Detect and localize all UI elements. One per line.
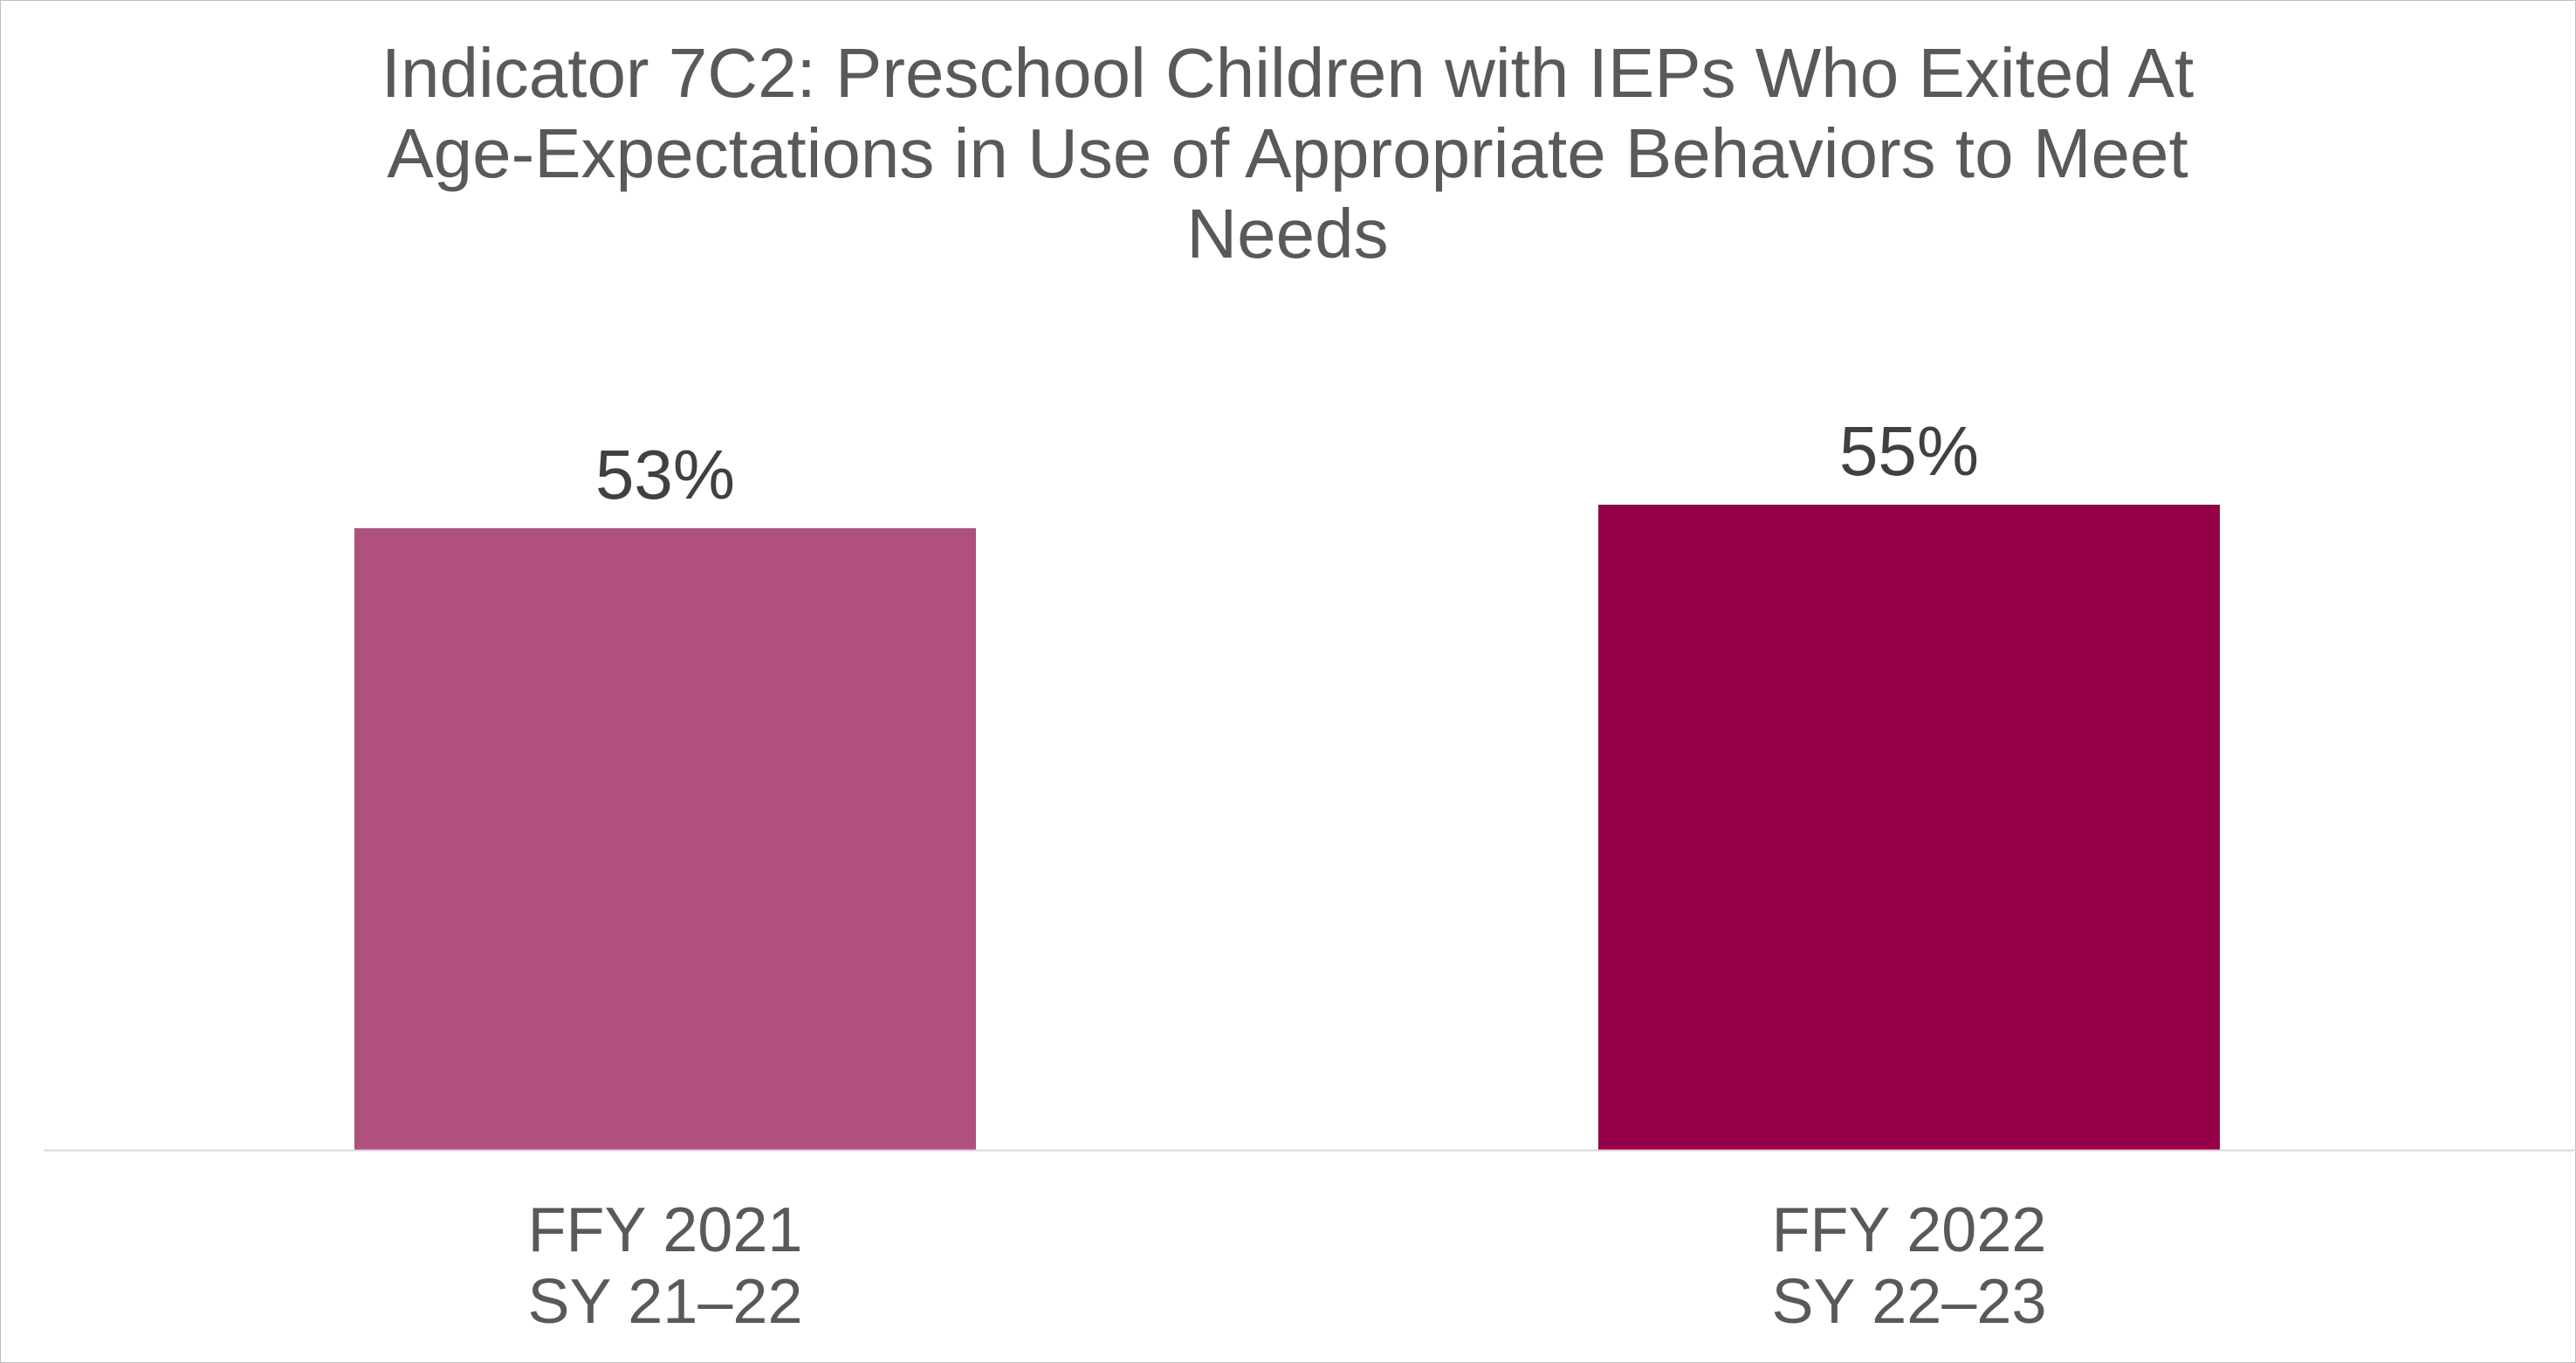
category-label-2-line-1: FFY 2022 (1772, 1195, 2047, 1265)
category-label-1-line-2: SY 21–22 (528, 1267, 803, 1337)
data-label-1: 53% (595, 436, 735, 513)
category-label-1-line-1: FFY 2021 (528, 1195, 803, 1265)
bar-2 (1598, 505, 2220, 1150)
data-label-2: 55% (1839, 412, 1979, 490)
chart-title-line-2: Age-Expectations in Use of Appropriate B… (387, 114, 2188, 192)
bar-1 (354, 527, 976, 1150)
category-label-2-line-2: SY 22–23 (1772, 1267, 2047, 1337)
chart-title-line-1: Indicator 7C2: Preschool Children with I… (381, 34, 2195, 112)
chart-title: Indicator 7C2: Preschool Children with I… (288, 33, 2287, 274)
chart-title-line-3: Needs (1186, 195, 1389, 272)
